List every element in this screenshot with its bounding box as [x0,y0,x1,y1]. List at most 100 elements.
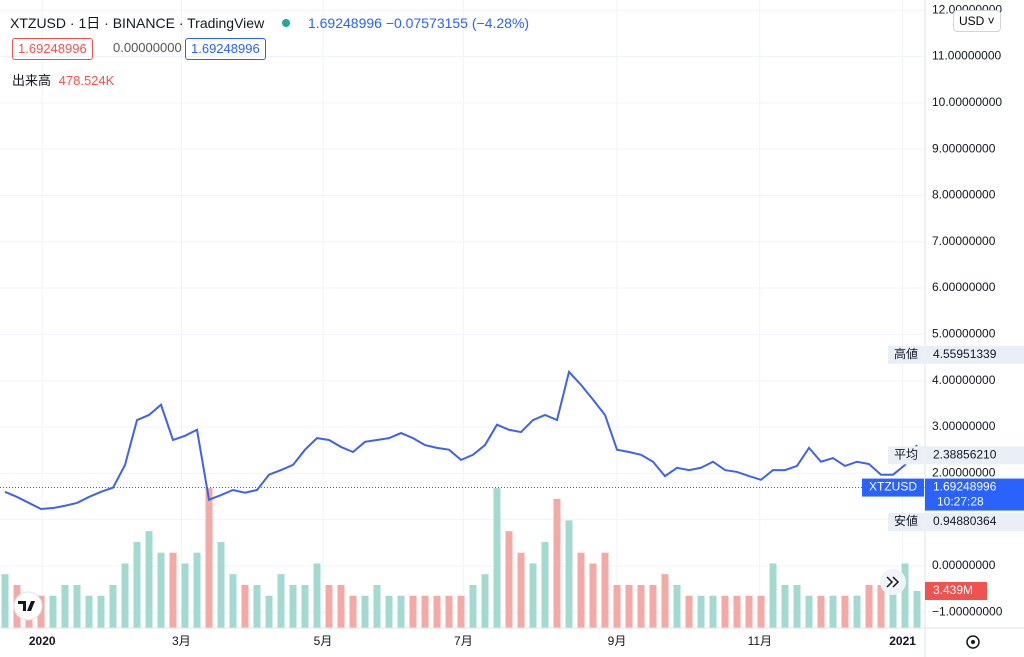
volume-bar [493,488,501,628]
volume-bar [457,595,465,628]
price-tag-name-bg [888,345,924,364]
volume-bar [301,584,309,628]
volume-bar [481,574,489,628]
volume-legend: 出来高 478.524K [12,70,114,89]
volume-bar [157,552,165,628]
settings-button[interactable] [966,635,980,649]
buy-box[interactable]: 1.69248996 [185,38,266,60]
volume-bar [325,584,333,628]
volume-tag: 3.439M [933,583,973,597]
volume-bar [793,584,801,628]
volume-bar [865,584,873,628]
volume-bar [805,595,813,628]
x-tick-label: 2021 [889,634,916,648]
volume-bar [373,584,381,628]
volume-bar [577,552,585,628]
current-tag-time: 10:27:28 [937,495,984,509]
volume-bar [709,595,717,628]
volume-bar [73,584,81,628]
volume-bar [853,595,861,628]
scroll-icon [886,576,900,588]
volume-bar [781,584,789,628]
symbol: XTZUSD [10,15,66,31]
exchange: BINANCE [112,15,175,31]
volume-bar [289,584,297,628]
volume-bar [817,595,825,628]
current-tag-value: 1.69248996 [933,480,997,494]
volume-bar [229,574,237,628]
price-tag-value: 4.55951339 [933,347,997,361]
y-tick-label: 0.00000000 [932,558,996,572]
x-tick-label: 11月 [748,634,772,648]
volume-bar [649,584,657,628]
volume-bar [397,595,405,628]
volume-bar [553,498,561,628]
volume-bar [193,552,201,628]
volume-bar [97,595,105,628]
price-axis-bg [925,0,1024,657]
price-tag-bg [925,446,1024,465]
y-tick-label: 5.00000000 [932,327,996,341]
x-tick-label: 3月 [172,634,191,648]
interval: 1日 [78,15,101,31]
y-tick-label: 2.00000000 [932,465,996,479]
price-tag-name: 高値 [894,346,918,361]
volume-bar [889,574,897,628]
change-pct: (−4.28%) [471,15,530,31]
y-tick-label: 8.00000000 [932,188,996,202]
price-tag-name: 平均 [894,447,918,461]
volume-bar [697,595,705,628]
volume-bar [109,584,117,628]
y-tick-label: 3.00000000 [932,419,996,433]
currency-button[interactable]: USD ˅ [953,10,1001,32]
logo [13,591,43,621]
y-tick-label: −1.00000000 [932,604,1003,618]
volume-bar [505,531,513,628]
volume-bar [589,563,597,628]
volume-bar [769,563,777,628]
y-tick-label: 4.00000000 [932,373,996,387]
volume-bar [517,552,525,628]
volume-bar [913,590,921,628]
status-dot [282,19,291,27]
volume-bar [253,584,261,628]
volume-bar [541,541,549,628]
current-tag-bg [925,478,1024,511]
volume-bar [133,541,141,628]
volume-bar [337,584,345,628]
volume-bar [217,541,225,628]
settings-core [971,640,975,644]
current-tag-name: XTZUSD [869,480,917,494]
volume-bar [121,563,129,628]
y-tick-label: 10.00000000 [932,95,1002,109]
volume-bar [685,595,693,628]
volume-bar [265,595,273,628]
price: 1.69248996 [307,15,382,31]
volume-bar [169,552,177,628]
volume-bar [445,595,453,628]
volume-bar [733,595,741,628]
x-tick-label: 9月 [608,634,627,648]
time-axis-bg [0,628,1024,657]
volume-bar [877,584,885,628]
price-tag-name-bg [888,512,924,531]
logo-mark [18,601,35,611]
volume-title: 出来高 [12,73,52,88]
source: TradingView [187,15,265,31]
change: −0.07573155 [385,15,468,31]
y-tick-label: 11.00000000 [932,49,1002,63]
sell-box[interactable]: 1.69248996 [12,38,93,60]
volume-bar [409,595,417,628]
x-tick-label: 5月 [314,634,333,648]
volume-bar [1,574,9,628]
volume-bar [721,595,729,628]
price-line [4,369,918,510]
volume-bar [49,595,57,628]
volume-bar [181,563,189,628]
price-tag-value: 2.38856210 [933,447,997,461]
volume-bar [757,595,765,628]
volume-bar [469,584,477,628]
price-tag-name: 安値 [894,513,918,528]
